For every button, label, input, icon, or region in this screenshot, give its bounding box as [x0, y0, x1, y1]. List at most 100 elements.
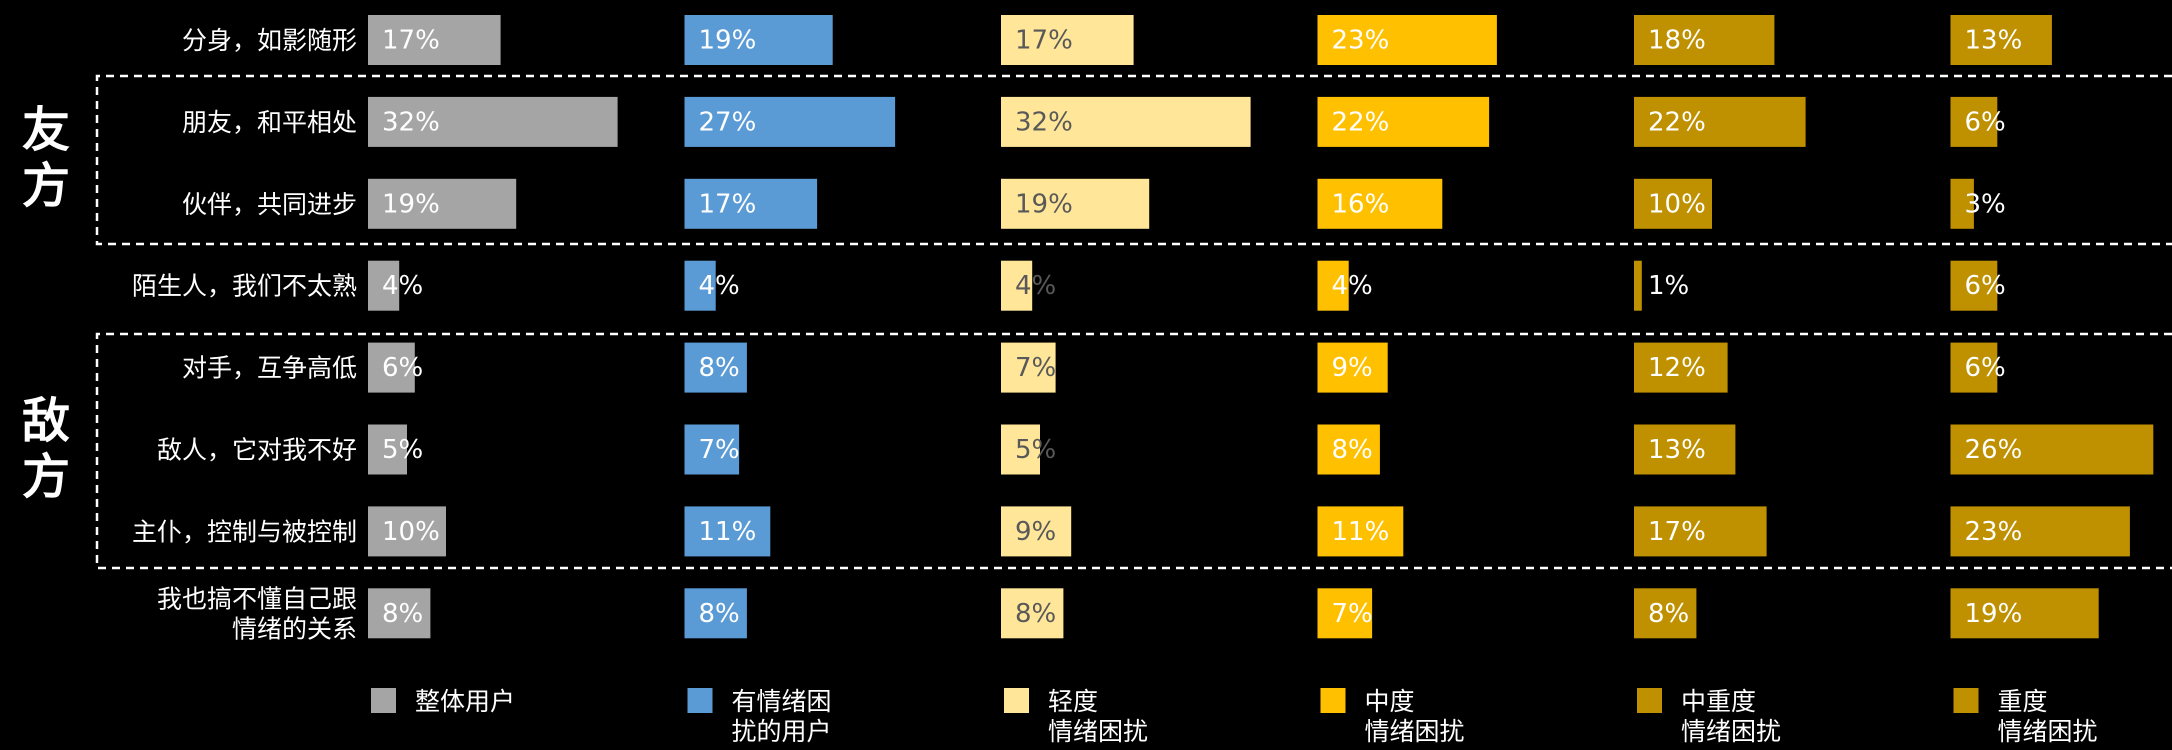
bar-value-label: 8% [1332, 435, 1373, 465]
bar [684, 15, 833, 65]
bar [1634, 424, 1736, 475]
legend-swatch [687, 688, 713, 713]
bar [684, 342, 747, 393]
bar [368, 15, 501, 65]
bar [1317, 178, 1443, 229]
bar-value-label: 13% [1648, 435, 1706, 465]
bar-value-label: 17% [382, 26, 440, 56]
category-label: 敌人，它对我不好 [157, 436, 357, 465]
bar-value-label: 19% [1015, 189, 1073, 219]
bar-value-label: 1% [1648, 271, 1689, 301]
bar-value-label: 19% [1965, 599, 2023, 629]
bar-value-label: 8% [382, 599, 423, 629]
bar [1950, 424, 2154, 475]
bar [1001, 96, 1251, 147]
category-label: 分身，如影随形 [182, 26, 357, 55]
bar [1317, 506, 1404, 557]
bar-value-label: 9% [1332, 353, 1373, 383]
bar-value-label: 4% [1332, 271, 1373, 301]
bar [1950, 178, 1974, 229]
category-label: 主仆，控制与被控制 [132, 517, 357, 546]
bar [368, 96, 618, 147]
bar [1950, 260, 1998, 311]
bar [1634, 260, 1642, 311]
bar [1950, 15, 2052, 65]
bar-value-label: 26% [1965, 435, 2023, 465]
group-box [95, 332, 2172, 570]
legend-swatch [1637, 688, 1662, 713]
legend-swatch [1004, 688, 1029, 713]
bar-value-label: 17% [1015, 26, 1073, 56]
bar [368, 424, 407, 475]
legend-label: 轻度情绪困扰 [1048, 687, 1148, 746]
legend-swatch [1320, 688, 1346, 713]
bar-value-label: 7% [699, 435, 740, 465]
category-label: 我也搞不懂自己跟情绪的关系 [157, 584, 357, 643]
group-label: 友方 [13, 104, 70, 216]
category-label: 对手，互争高低 [182, 354, 357, 383]
bar [1317, 15, 1497, 65]
bar-value-label: 8% [699, 599, 740, 629]
bar-value-label: 13% [1965, 26, 2023, 56]
bar-value-label: 10% [1648, 189, 1706, 219]
legend-label: 中度情绪困扰 [1365, 687, 1465, 746]
bar-value-label: 6% [1965, 353, 2006, 383]
bar-value-label: 8% [1648, 599, 1689, 629]
bar [1001, 15, 1134, 65]
bar [1950, 506, 2130, 557]
legend-label: 有情绪困扰的用户 [732, 687, 832, 746]
bar [368, 342, 415, 393]
bar [1001, 588, 1064, 639]
bar [368, 260, 400, 311]
bar [1634, 506, 1767, 557]
legend-swatch [371, 688, 396, 713]
bar [1001, 342, 1056, 393]
bar-value-label: 8% [1015, 599, 1056, 629]
bar-value-label: 16% [1332, 189, 1390, 219]
legend-label: 重度情绪困扰 [1998, 687, 2098, 746]
bar-value-label: 5% [382, 435, 423, 465]
bar-value-label: 19% [699, 26, 757, 56]
bar [1317, 588, 1373, 639]
bar-value-label: 17% [699, 189, 757, 219]
bar [684, 424, 740, 475]
bar-value-label: 9% [1015, 517, 1056, 547]
bar [1634, 96, 1806, 147]
bar-value-label: 8% [699, 353, 740, 383]
bar [1317, 424, 1380, 475]
bar-value-label: 11% [1332, 517, 1390, 547]
legend-label: 中重度情绪困扰 [1681, 687, 1781, 746]
bar [1950, 342, 1998, 393]
bar-value-label: 17% [1648, 517, 1706, 547]
bar [368, 506, 446, 557]
bar [368, 178, 517, 229]
bar-value-label: 19% [382, 189, 440, 219]
category-label: 朋友，和平相处 [182, 108, 357, 137]
bar [1634, 15, 1775, 65]
bar-value-label: 32% [382, 107, 440, 137]
bar-value-label: 10% [382, 517, 440, 547]
bar-value-label: 4% [382, 271, 423, 301]
bar-value-label: 22% [1332, 107, 1390, 137]
bar [684, 178, 818, 229]
bar [684, 506, 771, 557]
bar-value-label: 32% [1015, 107, 1073, 137]
category-label: 伙伴，共同进步 [182, 190, 357, 219]
group-label: 敌方 [13, 395, 70, 507]
bar-value-label: 5% [1015, 435, 1056, 465]
bar [684, 96, 896, 147]
bar-value-label: 6% [1965, 107, 2006, 137]
bar [684, 260, 716, 311]
bar [1634, 588, 1697, 639]
group-box [95, 74, 2172, 246]
bar [1317, 96, 1490, 147]
bar-value-label: 23% [1965, 517, 2023, 547]
bar-value-label: 7% [1015, 353, 1056, 383]
bar [1317, 342, 1388, 393]
category-label: 陌生人，我们不太熟 [132, 272, 357, 301]
bar-value-label: 27% [699, 107, 757, 137]
legend-swatch [1953, 688, 1979, 713]
bar-value-label: 4% [1015, 271, 1056, 301]
bar [1001, 260, 1033, 311]
